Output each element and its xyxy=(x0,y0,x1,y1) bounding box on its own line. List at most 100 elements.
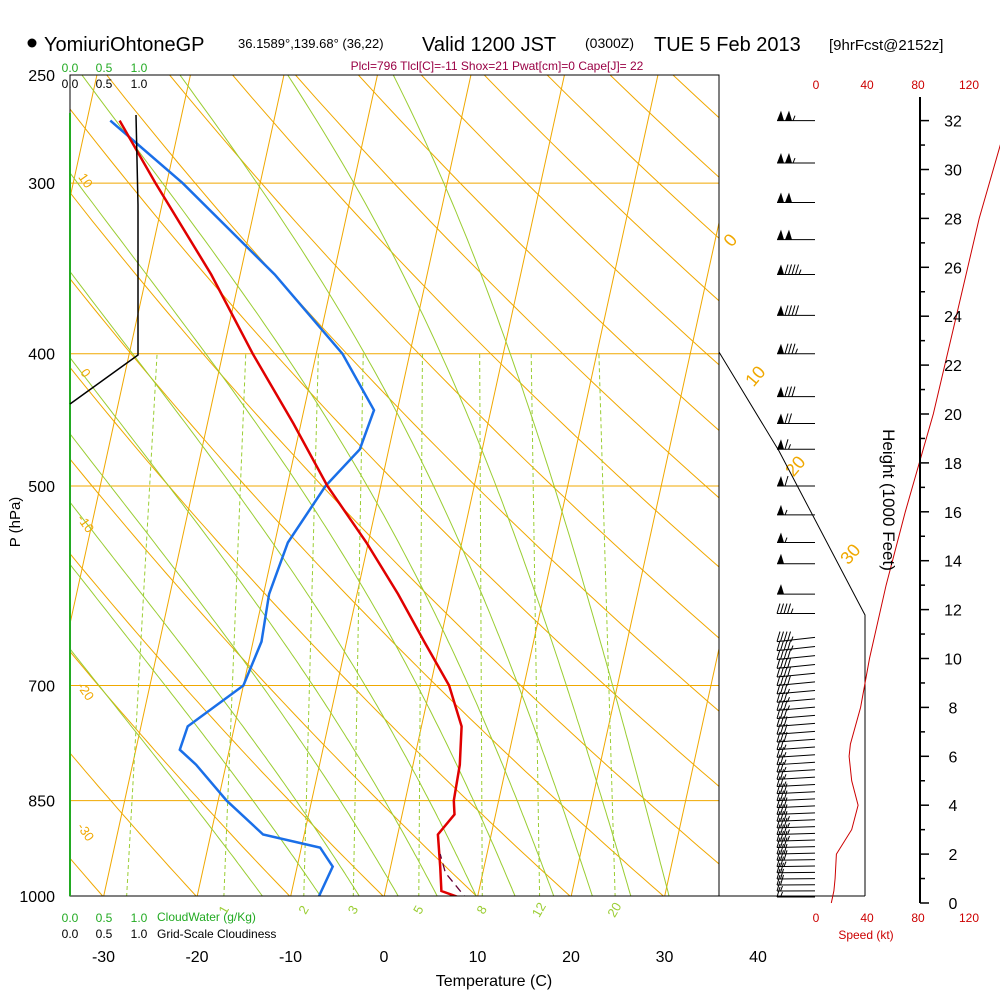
wind-barb xyxy=(777,504,815,516)
barb-shaft xyxy=(776,655,816,661)
barb-pennant xyxy=(777,153,784,164)
barb-flag xyxy=(783,790,788,801)
barb-shaft xyxy=(776,738,816,743)
barb-flag xyxy=(776,862,781,873)
barb-flag xyxy=(783,631,788,642)
wind-barb xyxy=(776,811,816,822)
barb-half-flag xyxy=(792,115,796,121)
height-tick-label: 24 xyxy=(944,309,962,326)
dry-adiabat xyxy=(70,108,719,788)
barb-half-flag xyxy=(783,744,787,750)
dry-adiabat xyxy=(609,75,719,178)
wind-speed-line xyxy=(830,144,1000,904)
cloudwater-tick-top: 1.0 xyxy=(131,61,148,75)
barb-shaft xyxy=(776,859,816,861)
moist-adiabat xyxy=(70,270,477,896)
barb-flag xyxy=(780,649,784,660)
barb-flag xyxy=(788,386,792,397)
barb-shaft xyxy=(776,761,816,766)
moist-adiabat xyxy=(392,75,670,896)
barb-flag xyxy=(780,837,784,848)
barb-pennant xyxy=(777,504,784,515)
barb-half-flag xyxy=(790,608,794,614)
wind-barb xyxy=(776,761,816,773)
barb-flag xyxy=(780,761,784,773)
speed-tick-top: 40 xyxy=(860,78,874,92)
isotherm-line xyxy=(383,75,565,896)
cloudiness-tick-top: 0.5 xyxy=(96,77,113,91)
left-isotherm-label: 10 xyxy=(75,170,96,190)
height-tick-label: 22 xyxy=(944,358,962,375)
mixing-ratio-line xyxy=(352,353,364,896)
barb-shaft xyxy=(776,646,816,652)
barb-shaft xyxy=(776,769,816,773)
left-isotherm-label: -20 xyxy=(74,679,97,703)
dry-adiabat xyxy=(357,75,719,432)
height-tick-label: 30 xyxy=(944,163,962,180)
barb-shaft xyxy=(776,812,816,815)
barb-half-flag xyxy=(788,444,791,450)
barb-flag xyxy=(776,790,781,801)
wind-barb xyxy=(777,439,815,450)
dry-adiabat xyxy=(420,75,719,366)
barb-flag xyxy=(787,603,791,614)
dry-adiabat xyxy=(672,75,719,119)
wind-barb xyxy=(776,640,816,652)
isotherm-line xyxy=(290,75,472,896)
barb-flag xyxy=(783,811,788,822)
barb-half-flag xyxy=(787,835,790,842)
barb-half-flag xyxy=(787,688,790,695)
barb-flag xyxy=(776,868,781,880)
station-bullet-icon xyxy=(27,38,37,48)
pressure-tick-label: 300 xyxy=(28,176,55,193)
barb-flag xyxy=(776,754,781,765)
barb-pennant xyxy=(777,476,784,486)
wind-barb xyxy=(776,675,816,687)
barb-flag xyxy=(795,305,799,316)
wind-barb xyxy=(777,413,815,425)
barb-half-flag xyxy=(787,705,790,711)
barb-flag xyxy=(787,675,791,686)
barb-flag xyxy=(780,850,784,861)
dry-adiabat xyxy=(106,75,719,712)
barb-flag xyxy=(784,475,789,487)
wind-barb xyxy=(776,797,816,809)
barb-flag xyxy=(776,776,781,787)
wind-speed-label: Speed (kt) xyxy=(838,928,893,942)
barb-pennant xyxy=(785,192,792,203)
height-tick-label: 14 xyxy=(944,554,962,571)
dry-adiabat xyxy=(70,650,291,896)
barb-flag xyxy=(791,386,796,397)
cloudiness-line xyxy=(69,114,139,405)
left-isotherm-label: -30 xyxy=(74,820,97,844)
dry-adiabat xyxy=(546,75,719,239)
wind-barb xyxy=(776,868,816,880)
barb-flag xyxy=(783,797,788,808)
wind-barbs xyxy=(776,110,816,898)
barb-flag xyxy=(783,603,788,614)
moist-adiabat xyxy=(70,172,516,896)
mixing-ratio-label: 20 xyxy=(604,900,624,920)
mixing-ratio-line xyxy=(418,353,423,896)
valid-time: Valid 1200 JST xyxy=(422,34,556,56)
barb-flag xyxy=(776,761,781,773)
dry-adiabat xyxy=(168,75,719,639)
temperature-tick-label: 40 xyxy=(749,949,767,966)
barb-shaft xyxy=(776,722,816,727)
barb-shaft xyxy=(776,754,816,758)
barb-pennant xyxy=(777,343,784,354)
barb-flag xyxy=(780,790,784,801)
surface-dewpoint-dot xyxy=(320,899,328,907)
barb-flag xyxy=(776,649,781,660)
barb-flag xyxy=(783,837,788,848)
barb-flag xyxy=(776,886,781,898)
station-name: YomiuriOhtoneGP xyxy=(44,34,204,56)
forecast-info: [9hrFcst@2152z] xyxy=(829,37,943,54)
barb-flag xyxy=(783,850,788,861)
barb-flag xyxy=(776,811,781,822)
barb-flag xyxy=(780,658,784,669)
barb-flag xyxy=(776,640,781,651)
barb-pennant xyxy=(777,264,784,275)
height-tick-label: 4 xyxy=(949,798,958,815)
barb-shaft xyxy=(776,798,816,802)
